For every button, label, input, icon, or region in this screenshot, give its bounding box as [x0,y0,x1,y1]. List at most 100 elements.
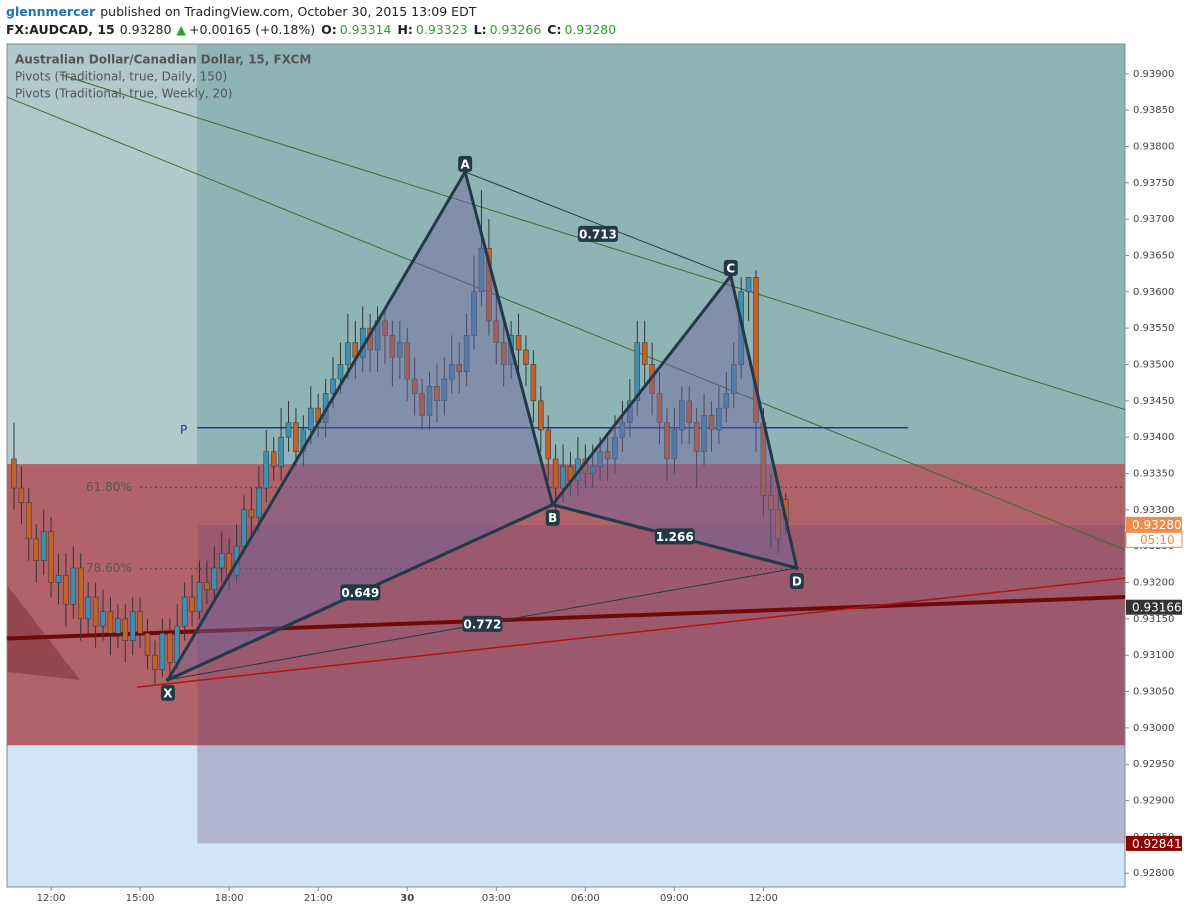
candle-body [641,342,648,365]
x-tick-label: 30 [400,893,414,904]
candle-body [478,247,485,293]
candle-body [523,349,529,365]
price-badge-label: 0.93280 [1132,518,1182,532]
point-box [789,572,804,589]
point-box [545,509,560,526]
candle-body [627,400,633,423]
fib-label: 61.80% [86,480,132,494]
price-badge-label: 0.93166 [1132,601,1182,615]
ratio-label: 0.649 [341,586,379,600]
candle-body [486,247,492,322]
published: published on TradingView.com, October 30… [100,4,476,19]
candle-body [100,611,106,627]
candle-body [300,429,307,452]
y-tick-label: 0.93550 [1133,323,1174,334]
price-badge-label: 0.92841 [1132,837,1182,851]
legend-entry: Pivots (Traditional, true, Weekly, 20) [15,87,232,101]
candle-body [382,320,388,336]
candle-body [181,596,188,627]
candle-body [701,415,707,452]
candle-body [426,386,433,416]
ratio-label: 1.266 [656,530,694,544]
resistance-zone [7,44,1125,465]
candle-body [634,342,641,402]
y-tick-label: 0.93700 [1133,214,1174,225]
countdown-box [1125,531,1183,548]
candle-body [26,502,32,540]
candle-body [70,567,77,605]
candle-body [693,422,700,452]
y-tick-label: 0.93100 [1133,650,1174,661]
candle-body [241,509,247,547]
candle-body [419,393,425,416]
l-label: L: [474,22,487,37]
candle-body [619,422,626,438]
price-badge [1126,516,1182,532]
candle-body [389,335,396,358]
candle-body [144,633,151,656]
candle-body [337,364,344,380]
candle-body [285,422,292,438]
c-label: C: [547,22,561,37]
candle-body [679,400,685,431]
x-tick-label: 15:00 [126,893,155,904]
candle-body [345,342,351,365]
y-tick-label: 0.93750 [1133,178,1174,189]
h-label: H: [397,22,412,37]
candle-body [115,618,121,634]
candle-body [278,436,284,467]
candle-body [308,407,314,431]
legend-entry: Australian Dollar/Canadian Dollar, 15, F… [15,53,311,67]
candle-body [92,596,99,627]
trend-line [6,96,1126,551]
candle-body [708,415,715,431]
y-tick-label: 0.93350 [1133,468,1174,479]
x-tick-label: 18:00 [215,893,244,904]
pattern-point [794,565,799,570]
candle-body [411,378,418,394]
candle-body [33,538,39,561]
x-tick-label: 03:00 [482,893,511,904]
candle-body [330,378,336,394]
h: 0.93323 [416,22,468,37]
candle-body [40,531,47,561]
candle-body [256,487,262,518]
point-box [723,259,738,276]
point-label: A [460,157,470,171]
point-box [458,155,473,172]
ratio-label: 0.772 [463,617,501,631]
point-label: X [163,686,173,700]
candle-body [434,386,440,402]
candle-body [530,364,537,402]
candle-body [463,335,470,373]
candle-body [560,465,566,489]
ratio-box [462,615,503,632]
o: 0.93314 [340,22,392,37]
y-tick-label: 0.93200 [1133,578,1174,589]
candle-body [686,400,692,423]
pattern-leg [464,171,731,277]
candle-body [745,277,752,293]
candle-body [196,582,203,612]
x-tick-label: 09:00 [660,893,689,904]
candle-body [189,596,195,612]
y-tick-label: 0.93300 [1133,505,1174,516]
candle-body [671,429,678,460]
point-label: C [726,261,735,275]
legend-entry: Pivots (Traditional, true, Daily, 150) [15,70,227,84]
candle-body [538,400,544,431]
y-tick-label: 0.93150 [1133,614,1174,625]
time-axis [0,887,1184,915]
y-tick-label: 0.93450 [1133,396,1174,407]
candle-body [137,611,143,634]
candle-body [174,625,180,663]
candle-body [263,451,270,489]
y-tick-label: 0.93050 [1133,687,1174,698]
candle-body [159,633,166,670]
candle-body [218,553,225,569]
y-tick-label: 0.93500 [1133,359,1174,370]
quote-line: FX:AUDCAD, 15 0.93280 ▲ +0.00165 (+0.18%) O:… [6,22,616,37]
arrow: ▲ [176,22,186,37]
symbol: FX:AUDCAD, 15 [6,22,115,37]
